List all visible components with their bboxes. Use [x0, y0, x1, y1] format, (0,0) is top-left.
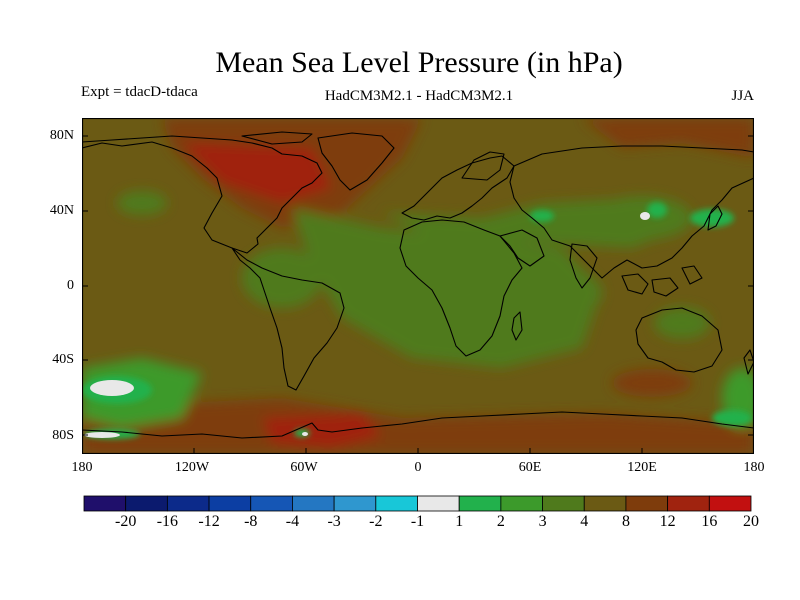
colorbar-label: 16	[689, 513, 729, 531]
colorbar-label: -12	[189, 513, 229, 531]
colorbar-label: -8	[231, 513, 271, 531]
colorbar-label: 20	[731, 513, 771, 531]
colorbar-label: 8	[606, 513, 646, 531]
high-anomaly-patch	[84, 432, 120, 438]
colorbar-label: 4	[564, 513, 604, 531]
colorbar-swatch	[84, 496, 126, 511]
high-anomaly-patch	[640, 212, 650, 220]
colorbar-label: 3	[523, 513, 563, 531]
lat-label-80n: 80N	[48, 128, 74, 144]
colorbar-label: 2	[481, 513, 521, 531]
colorbar-swatch	[126, 496, 168, 511]
lat-label-80s: 80S	[48, 428, 74, 444]
colorbar-label: 12	[648, 513, 688, 531]
lat-label-0: 0	[48, 278, 74, 294]
colorbar-swatch	[626, 496, 668, 511]
colorbar-swatch	[334, 496, 376, 511]
colorbar-swatch	[292, 496, 334, 511]
lon-label-180e: 180	[724, 460, 784, 476]
lon-label-60w: 60W	[274, 460, 334, 476]
colorbar-label: -16	[147, 513, 187, 531]
colorbar-label: -4	[272, 513, 312, 531]
colorbar-label: -1	[398, 513, 438, 531]
colorbar-swatch	[167, 496, 209, 511]
colorbar-swatch	[209, 496, 251, 511]
colorbar-swatch	[251, 496, 293, 511]
lon-label-120w: 120W	[162, 460, 222, 476]
lon-label-60e: 60E	[500, 460, 560, 476]
colorbar-swatch	[584, 496, 626, 511]
colorbar-label: -2	[356, 513, 396, 531]
high-anomaly-patch	[302, 432, 308, 436]
colorbar-label: 1	[439, 513, 479, 531]
colorbar-swatch	[501, 496, 543, 511]
map-title: Mean Sea Level Pressure (in hPa)	[0, 46, 800, 80]
high-anomaly-patch	[90, 380, 134, 396]
model-label: HadCM3M2.1 - HadCM3M2.1	[0, 88, 800, 105]
colorbar-label: -3	[314, 513, 354, 531]
season-label: JJA	[731, 88, 754, 105]
lat-label-40s: 40S	[48, 352, 74, 368]
colorbar-swatch	[543, 496, 585, 511]
lon-label-0: 0	[388, 460, 448, 476]
colorbar-swatch	[459, 496, 501, 511]
colorbar-swatch	[709, 496, 751, 511]
pressure-map	[82, 118, 754, 454]
lon-label-120e: 120E	[612, 460, 672, 476]
colorbar-label: -20	[106, 513, 146, 531]
lat-label-40n: 40N	[48, 203, 74, 219]
lon-label-180w: 180	[52, 460, 112, 476]
colorbar-swatch	[376, 496, 418, 511]
colorbar-swatch	[418, 496, 460, 511]
colorbar-swatch	[668, 496, 710, 511]
